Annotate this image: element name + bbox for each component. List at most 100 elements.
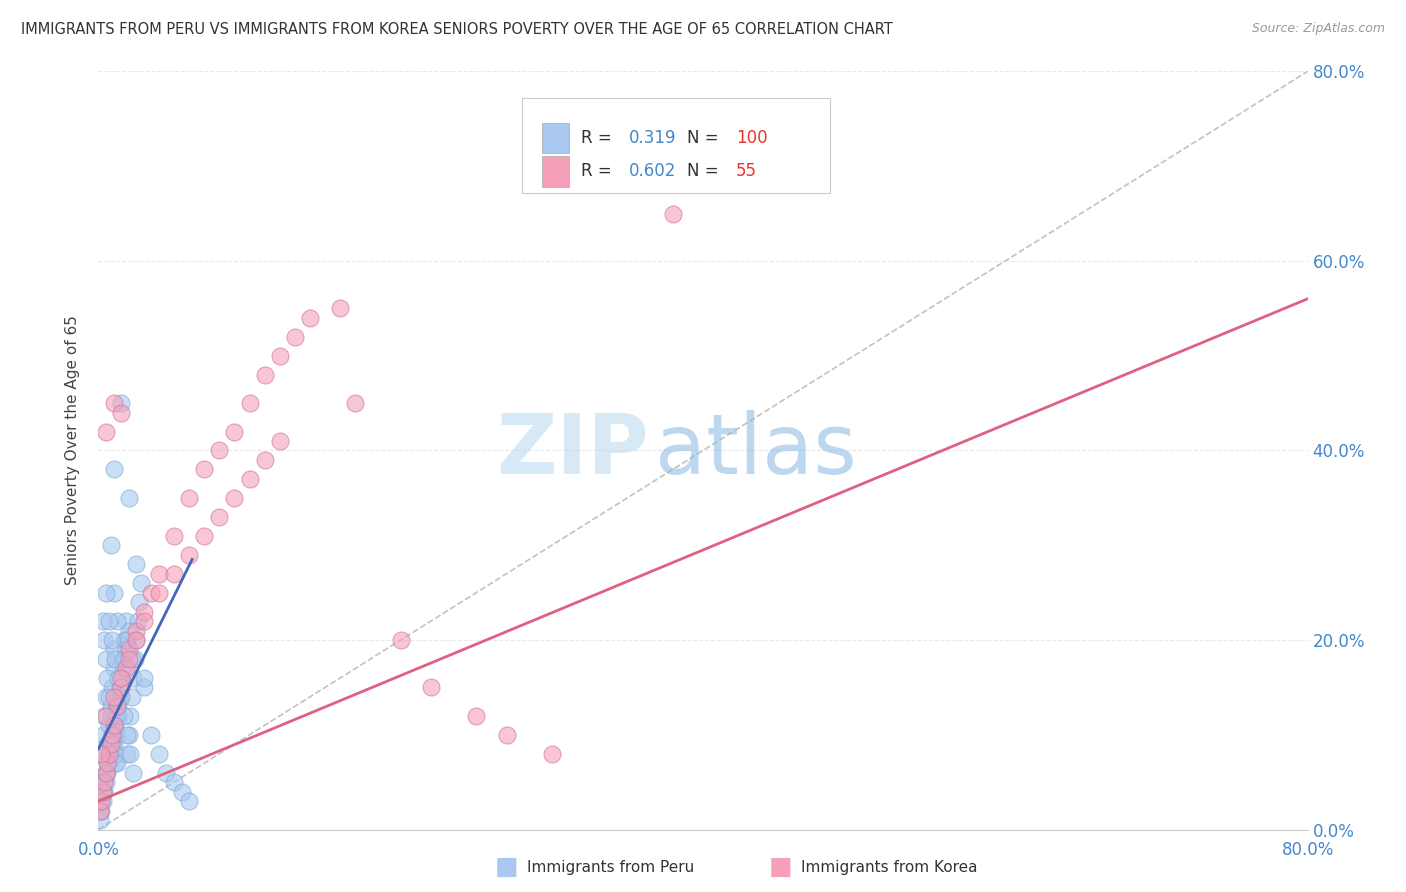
Point — [224, 491, 246, 505]
Point — [120, 708, 142, 723]
Point — [98, 756, 121, 771]
FancyBboxPatch shape — [522, 98, 830, 193]
Point — [148, 747, 170, 761]
Point — [120, 747, 142, 761]
Point — [269, 434, 291, 448]
Point — [104, 708, 127, 723]
Point — [93, 633, 115, 648]
Point — [179, 491, 201, 505]
Point — [420, 681, 443, 695]
Point — [101, 737, 124, 751]
Point — [179, 794, 201, 808]
Y-axis label: Seniors Poverty Over the Age of 65: Seniors Poverty Over the Age of 65 — [65, 316, 80, 585]
Point — [118, 728, 141, 742]
Point — [129, 576, 152, 591]
Point — [101, 728, 124, 742]
Text: IMMIGRANTS FROM PERU VS IMMIGRANTS FROM KOREA SENIORS POVERTY OVER THE AGE OF 65: IMMIGRANTS FROM PERU VS IMMIGRANTS FROM … — [21, 22, 893, 37]
Point — [125, 557, 148, 572]
Point — [284, 330, 307, 344]
Point — [121, 690, 143, 704]
Point — [91, 785, 114, 799]
Text: atlas: atlas — [655, 410, 856, 491]
Point — [105, 756, 128, 771]
Text: R =: R = — [581, 129, 617, 147]
Point — [110, 681, 132, 695]
Point — [141, 728, 163, 742]
Point — [170, 785, 193, 799]
Point — [118, 491, 141, 505]
Point — [114, 614, 136, 628]
Point — [179, 548, 201, 562]
Point — [103, 661, 125, 675]
Point — [132, 614, 155, 628]
Text: ZIP: ZIP — [496, 410, 648, 491]
Point — [101, 728, 124, 742]
Point — [105, 708, 128, 723]
Point — [100, 737, 122, 751]
Text: N =: N = — [688, 162, 724, 180]
Point — [540, 747, 562, 761]
Point — [89, 775, 111, 789]
Point — [98, 718, 121, 732]
Point — [111, 652, 134, 666]
Point — [98, 747, 121, 761]
Point — [193, 462, 215, 476]
Point — [115, 633, 138, 648]
Text: ■: ■ — [495, 855, 517, 879]
Point — [389, 633, 412, 648]
Point — [108, 681, 131, 695]
Point — [122, 765, 145, 780]
Point — [94, 708, 117, 723]
Point — [103, 396, 125, 410]
Point — [155, 765, 177, 780]
Point — [91, 794, 114, 808]
Point — [128, 595, 150, 609]
Point — [114, 661, 136, 675]
Point — [141, 585, 163, 599]
Point — [118, 624, 141, 638]
Point — [94, 585, 117, 599]
Point — [112, 633, 135, 648]
Point — [93, 775, 115, 789]
Point — [90, 747, 112, 761]
Text: 55: 55 — [735, 162, 756, 180]
Point — [98, 747, 121, 761]
FancyBboxPatch shape — [543, 156, 569, 186]
Point — [100, 538, 122, 552]
Point — [90, 794, 112, 808]
Point — [114, 642, 136, 657]
Point — [103, 737, 125, 751]
Point — [94, 690, 117, 704]
Point — [93, 708, 115, 723]
Point — [208, 443, 231, 458]
Point — [104, 718, 127, 732]
Text: R =: R = — [581, 162, 617, 180]
Point — [115, 747, 138, 761]
Point — [103, 642, 125, 657]
Point — [253, 368, 276, 382]
Point — [94, 775, 117, 789]
Point — [110, 671, 132, 685]
Point — [101, 681, 124, 695]
Point — [89, 804, 111, 818]
Point — [495, 728, 517, 742]
Point — [91, 785, 114, 799]
Point — [115, 728, 138, 742]
Point — [329, 301, 352, 316]
Point — [132, 681, 155, 695]
Point — [103, 728, 125, 742]
Point — [239, 396, 262, 410]
Point — [100, 737, 122, 751]
Point — [132, 671, 155, 685]
Point — [110, 396, 132, 410]
Point — [90, 794, 112, 808]
Point — [121, 652, 143, 666]
Point — [94, 765, 117, 780]
Text: ■: ■ — [769, 855, 792, 879]
Point — [661, 206, 683, 220]
Point — [103, 718, 125, 732]
Point — [96, 765, 118, 780]
Point — [96, 671, 118, 685]
Point — [107, 671, 129, 685]
Point — [132, 605, 155, 619]
